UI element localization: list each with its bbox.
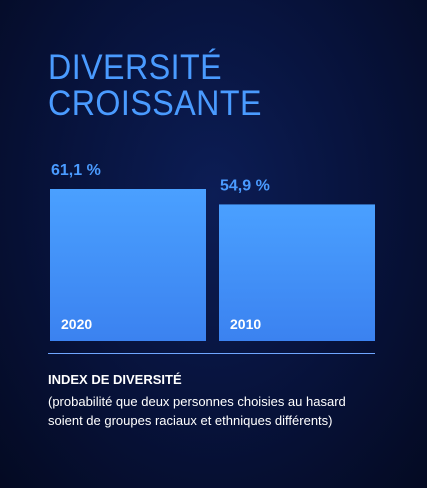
- divider-line: [48, 353, 375, 354]
- chart-title: DIVERSITÉ CROISSANTE: [48, 50, 262, 122]
- bar-2010: [219, 204, 375, 341]
- index-description: (probabilité que deux personnes choisies…: [48, 394, 346, 428]
- chart-title-line-2: CROISSANTE: [48, 84, 262, 123]
- bar-chart: 61,1 % 2020 54,9 % 2010: [50, 162, 375, 341]
- category-label-2020: 2020: [61, 316, 92, 332]
- bar-2020: [50, 189, 206, 341]
- category-label-2010: 2010: [230, 316, 261, 332]
- value-label-2010: 54,9 %: [220, 177, 270, 194]
- index-title: INDEX DE DIVERSITÉ: [48, 372, 182, 387]
- value-label-2020: 61,1 %: [51, 162, 101, 179]
- chart-title-line-1: DIVERSITÉ: [48, 48, 223, 87]
